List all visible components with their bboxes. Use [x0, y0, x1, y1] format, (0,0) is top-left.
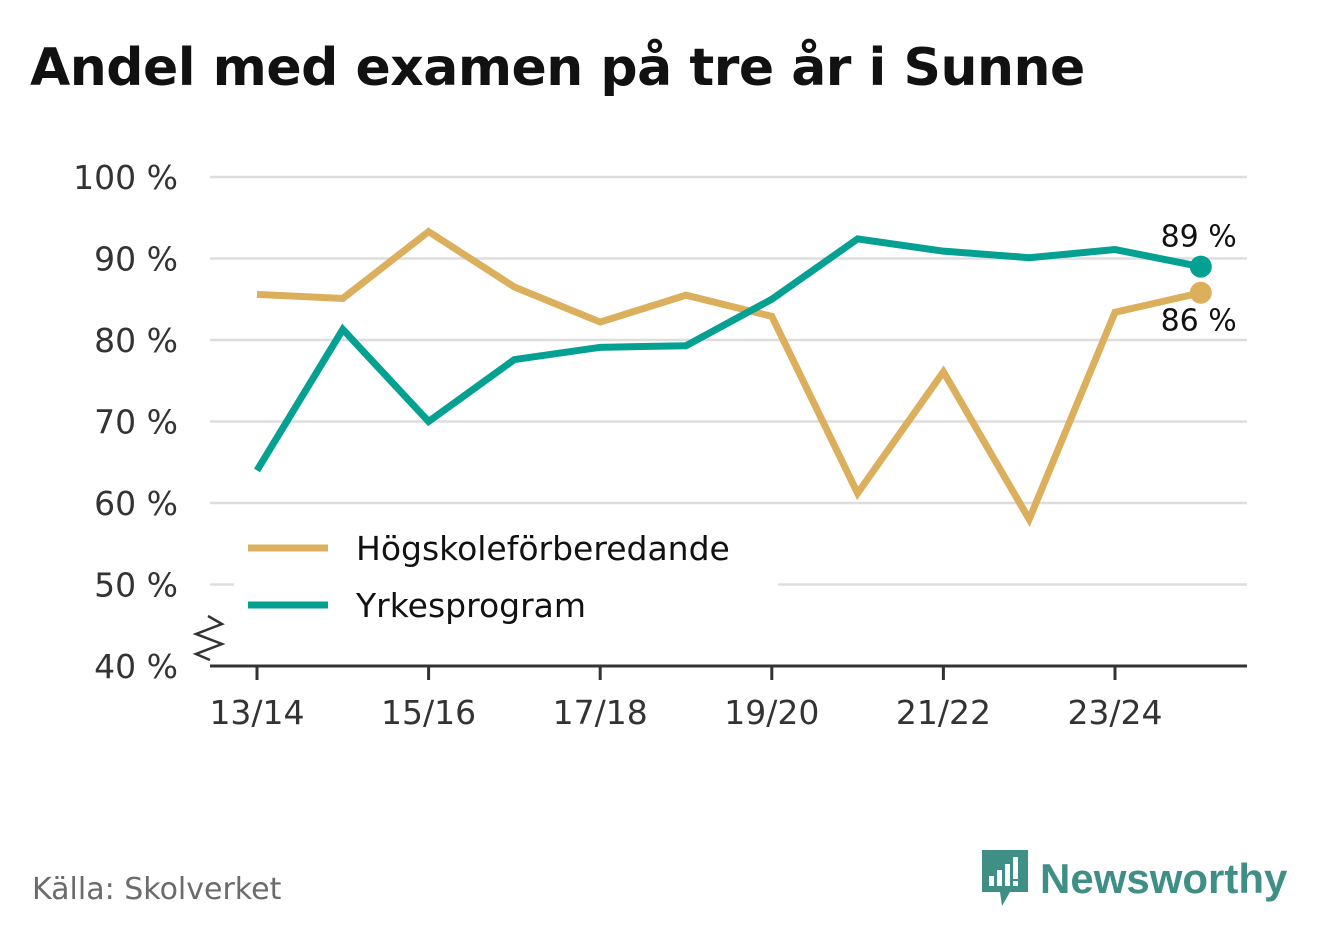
y-tick-label: 60 %: [94, 484, 178, 523]
x-tick-label: 15/16: [381, 693, 476, 732]
end-point-marker: [1189, 255, 1212, 278]
x-tick-label: 13/14: [209, 693, 304, 732]
brand-name: Newsworthy: [1040, 855, 1288, 902]
x-tick-label: 19/20: [724, 693, 819, 732]
axis-break-marker: [192, 614, 226, 662]
legend-box: [234, 518, 778, 632]
newsworthy-brand: Newsworthy: [980, 848, 1287, 910]
x-tick-label: 21/22: [896, 693, 991, 732]
legend-label: Yrkesprogram: [355, 586, 586, 625]
end-point-marker: [1189, 281, 1212, 304]
source-note: Källa: Skolverket: [32, 872, 282, 907]
y-tick-label: 40 %: [94, 647, 178, 686]
chart-title: Andel med examen på tre år i Sunne: [30, 38, 1085, 98]
end-value-label: 89 %: [1161, 220, 1237, 255]
y-tick-label: 70 %: [94, 403, 178, 442]
y-tick-label: 50 %: [94, 566, 178, 605]
newsworthy-logo-icon: [982, 850, 1028, 906]
x-tick-label: 17/18: [553, 693, 648, 732]
y-tick-label: 90 %: [94, 240, 178, 279]
series-line-yrkesprogram: [254, 235, 1202, 473]
series-line-hogskoleforberedande: [256, 227, 1202, 528]
end-value-label: 86 %: [1161, 304, 1237, 339]
x-tick-label: 23/24: [1067, 693, 1162, 732]
y-tick-label: 80 %: [94, 321, 178, 360]
legend-label: Högskoleförberedande: [356, 529, 730, 568]
y-tick-label: 100 %: [73, 158, 178, 197]
